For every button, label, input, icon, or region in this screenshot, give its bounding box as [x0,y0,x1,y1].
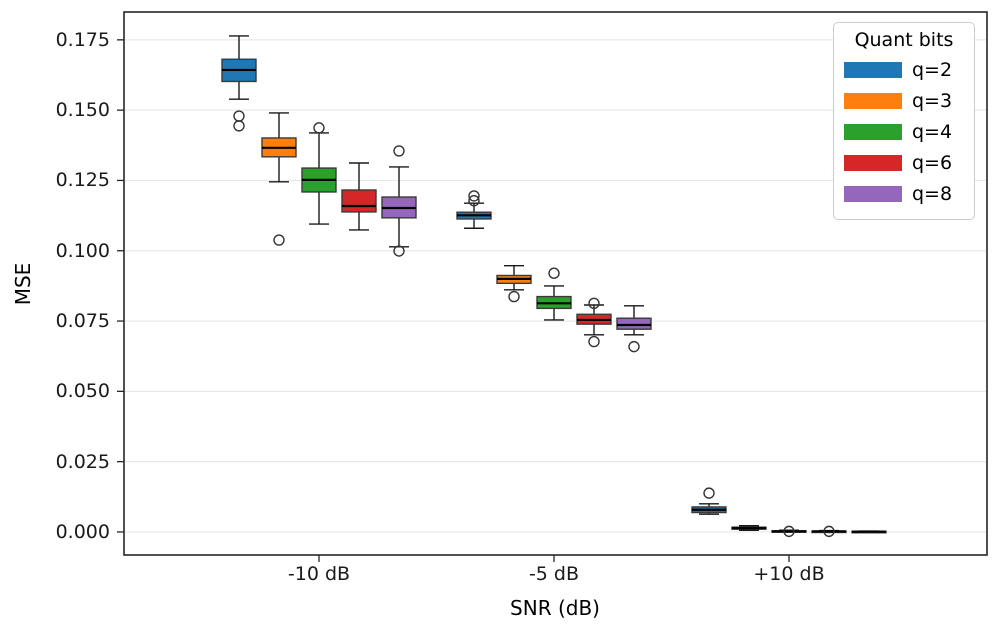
outlier-point [508,290,520,303]
legend-entry-label: q=4 [912,120,953,143]
outlier-point [548,267,560,279]
outlier-point [233,120,245,132]
legend-entry-label: q=6 [912,151,953,174]
outlier-point [313,122,325,134]
x-tick-label: -10 dB [287,563,351,585]
legend-entry-label: q=3 [912,89,953,112]
outlier-point [588,335,600,348]
legend-entry: q=2 [842,54,966,85]
legend-swatch-q2 [844,61,902,78]
legend-entry: q=8 [842,178,966,209]
outlier-point [393,145,405,157]
outlier-point [703,487,715,499]
outlier-point [468,190,480,202]
legend: Quant bits q=2 q=3 q=4 q=6 q=8 [833,22,975,220]
y-tick-label: 0.075 [55,310,110,333]
outlier-point [823,525,835,538]
x-tick-label: +10 dB [753,563,825,585]
y-tick-label: 0.175 [55,28,110,51]
plot-frame [123,11,988,556]
legend-title: Quant bits [854,29,954,51]
x-tick-label: -5 dB [528,563,580,585]
outlier-point [393,245,405,257]
legend-swatch-q6 [844,154,902,171]
y-tick-label: 0.100 [55,239,110,262]
box-q=6--10 dB [341,189,377,213]
legend-swatch-q3 [844,92,902,109]
outlier-point [783,525,795,538]
legend-swatch-q4 [844,123,902,140]
legend-entry: q=4 [842,116,966,147]
legend-swatch-q8 [844,185,902,202]
legend-entry: q=3 [842,85,966,116]
y-axis-label: MSE [11,262,35,306]
y-tick-label: 0.025 [55,450,110,473]
box-q=8--5 dB [616,317,652,330]
legend-entry: q=6 [842,147,966,178]
outlier-point [233,110,245,122]
x-axis-label: SNR (dB) [510,596,600,620]
outlier-point [468,194,480,207]
y-tick-label: 0.125 [55,169,110,192]
legend-entry-label: q=8 [912,182,953,205]
outlier-point [628,340,640,353]
legend-entry-label: q=2 [912,58,953,81]
y-tick-label: 0.150 [55,99,110,122]
outlier-point [588,297,600,310]
outlier-point [273,234,285,246]
y-tick-label: 0.050 [55,380,110,403]
y-tick-label: 0.000 [55,520,110,543]
